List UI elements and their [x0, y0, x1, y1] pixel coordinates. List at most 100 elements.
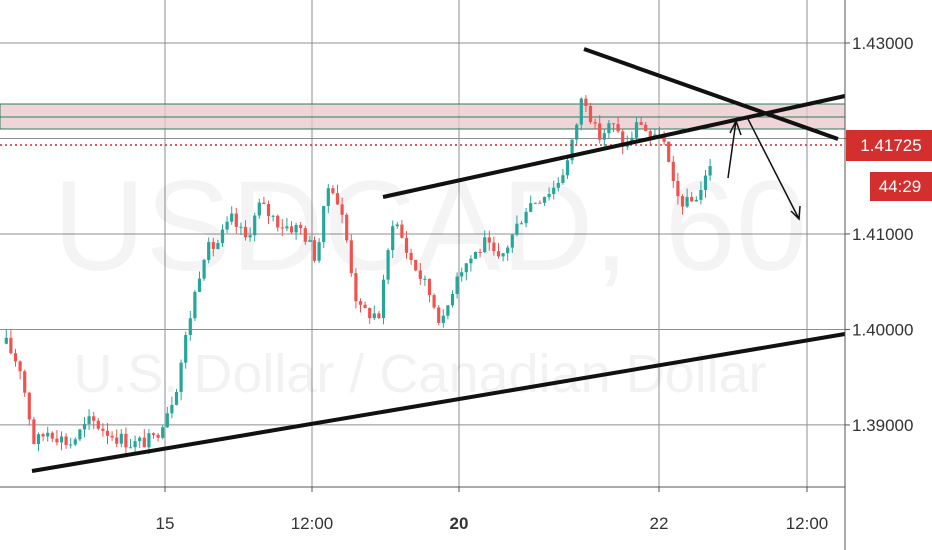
candle-body — [138, 437, 142, 442]
candle-body — [193, 291, 197, 319]
candle-body — [547, 194, 551, 197]
candle-body — [607, 123, 611, 134]
candle-body — [285, 226, 289, 229]
candle-body — [446, 305, 450, 316]
candle-body — [46, 432, 50, 437]
chart-grid — [0, 0, 845, 487]
candle-body — [115, 437, 119, 444]
candle-body — [184, 334, 188, 363]
candle-body — [593, 122, 597, 124]
candle-body — [519, 223, 524, 225]
candle-body — [345, 214, 349, 241]
candle-body — [432, 295, 436, 308]
projection-arrow-up — [727, 120, 737, 179]
candle-body — [616, 124, 620, 132]
candle-body — [414, 259, 418, 271]
candle-body — [588, 105, 593, 123]
candle-body — [579, 98, 583, 125]
candle-body — [312, 240, 317, 261]
descending-trendline — [583, 47, 839, 141]
y-tick-label: 1.43000 — [852, 34, 913, 53]
candle-body — [662, 136, 666, 142]
candle-body — [676, 181, 680, 197]
candle-body — [680, 196, 685, 207]
candle-body — [381, 279, 386, 319]
candle-body — [648, 131, 652, 138]
candle-body — [161, 427, 165, 438]
candle-body — [630, 137, 634, 143]
candle-body — [253, 215, 257, 236]
candle-body — [506, 247, 510, 254]
candle-body — [87, 416, 91, 424]
candle-body — [372, 313, 376, 319]
candle-body — [308, 240, 312, 242]
candle-body — [188, 318, 192, 335]
candle-body — [464, 263, 468, 273]
candle-body — [230, 213, 234, 222]
candle-body — [644, 124, 648, 132]
candle-body — [699, 189, 703, 200]
candle-body — [437, 307, 441, 323]
candle-body — [358, 301, 363, 305]
projection-arrow-up-head — [729, 119, 742, 136]
candle-body — [611, 123, 616, 125]
last-price-label: 1.41725 — [860, 136, 921, 155]
candle-body — [13, 353, 18, 362]
watermark: USDCAD, 60 U.S. Dollar / Canadian Dollar — [53, 155, 807, 404]
candle-body — [101, 428, 105, 431]
time-axis[interactable]: 15 12:00 20 22 12:00 — [156, 487, 829, 533]
candle-body — [202, 259, 206, 279]
projection-arrow-down-head — [790, 205, 801, 221]
candle-body — [322, 205, 326, 243]
candle-body — [27, 392, 31, 420]
candle-body — [561, 175, 565, 183]
candle-body — [386, 250, 390, 280]
candle-body — [335, 193, 340, 205]
candle-body — [110, 435, 114, 438]
candle-body — [331, 188, 335, 194]
candle-body — [151, 433, 156, 435]
candle-body — [363, 304, 367, 309]
candle-body — [234, 213, 238, 227]
candle-body — [598, 123, 602, 140]
candle-body — [340, 204, 344, 215]
candle-body — [395, 224, 399, 227]
y-tick-label: 1.39000 — [852, 416, 913, 435]
candle-body — [220, 229, 225, 244]
candle-body — [694, 199, 698, 202]
drawings — [31, 47, 846, 473]
candle-body — [207, 242, 211, 260]
candle-body — [455, 276, 459, 294]
candle-body — [216, 243, 220, 249]
candle-body — [211, 242, 215, 249]
candle-body — [349, 240, 353, 274]
candle-body — [170, 404, 174, 414]
candle-body — [133, 441, 137, 448]
candle-body — [262, 202, 266, 205]
x-tick-label: 12:00 — [786, 514, 829, 533]
candle-body — [266, 204, 271, 217]
x-tick-label: 12:00 — [291, 514, 334, 533]
candle-body — [124, 433, 128, 448]
candle-body — [128, 447, 133, 449]
candle-body — [142, 437, 146, 448]
candle-body — [538, 202, 542, 204]
watermark-description: U.S. Dollar / Canadian Dollar — [73, 344, 766, 404]
candle-body — [533, 202, 537, 204]
candle-body — [69, 444, 73, 446]
candle-body — [257, 202, 261, 216]
candle-body — [565, 160, 570, 176]
candle-body — [441, 315, 445, 323]
candle-body — [391, 226, 395, 251]
candle-body — [496, 251, 501, 257]
candle-body — [41, 434, 45, 437]
candle-body — [621, 131, 625, 147]
candle-body — [303, 228, 307, 242]
candle-body — [225, 221, 229, 230]
candle-body — [156, 434, 160, 438]
candle-body — [690, 196, 694, 202]
candle-body — [82, 423, 87, 430]
candle-body — [377, 313, 381, 319]
